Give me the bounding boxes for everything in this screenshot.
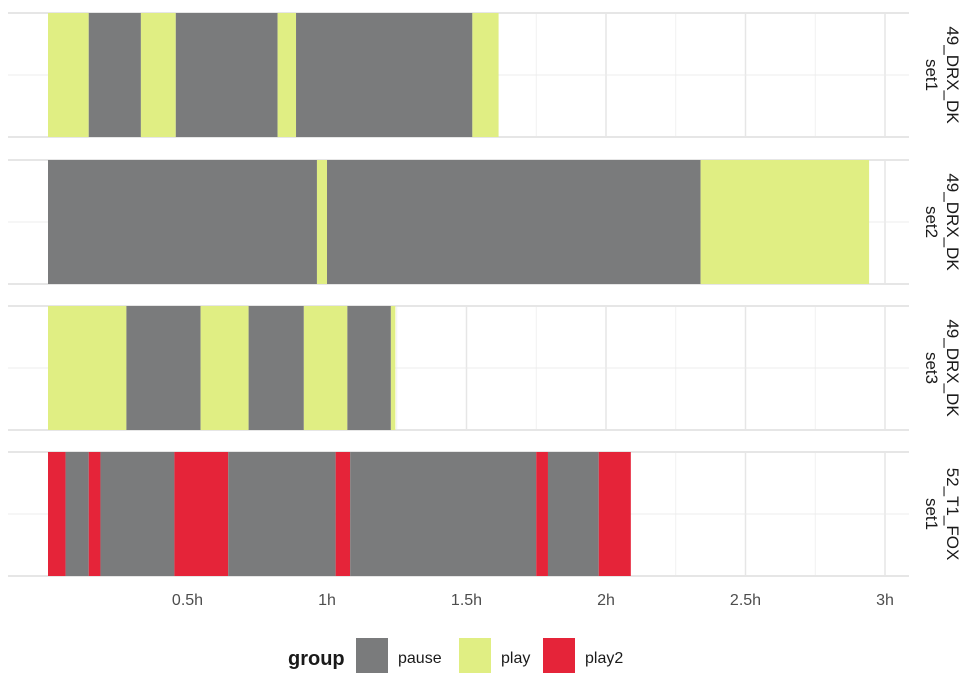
facet-strip-label: 49_DRX_DKset3	[922, 319, 962, 417]
segment-play2	[598, 452, 631, 576]
segment-play2	[536, 452, 548, 576]
legend-swatch-pause	[356, 638, 388, 673]
legend-swatch-play	[459, 638, 491, 673]
segment-pause	[327, 160, 701, 284]
legend-title: group	[288, 648, 345, 670]
segment-pause	[350, 452, 537, 576]
segment-play	[316, 160, 327, 284]
facet-panels: 49_DRX_DKset149_DRX_DKset249_DRX_DKset35…	[8, 12, 962, 577]
segment-pause	[48, 160, 317, 284]
legend-label: play2	[585, 650, 623, 667]
facet-panel: 49_DRX_DKset3	[8, 305, 962, 431]
strip-label-line2: set1	[922, 498, 941, 530]
segment-pause	[547, 452, 599, 576]
segment-play2	[335, 452, 351, 576]
strip-label-line2: set3	[922, 352, 941, 384]
segment-pause	[228, 452, 336, 576]
segment-play2	[48, 452, 66, 576]
x-tick-label: 0.5h	[172, 592, 203, 609]
segment-play2	[88, 452, 101, 576]
strip-label-line1: 52_T1_FOX	[943, 468, 962, 561]
facet-panel: 49_DRX_DKset1	[8, 12, 962, 138]
segment-play	[200, 306, 249, 430]
facet-panel: 52_T1_FOXset1	[8, 451, 962, 577]
facet-panel: 49_DRX_DKset2	[8, 159, 962, 285]
strip-label-line1: 49_DRX_DK	[943, 26, 962, 124]
segment-play	[472, 13, 499, 137]
segment-pause	[126, 306, 201, 430]
segment-play	[277, 13, 297, 137]
segment-pause	[65, 452, 89, 576]
facet-strip-label: 52_T1_FOXset1	[922, 468, 962, 561]
segment-pause	[296, 13, 473, 137]
segment-play	[48, 13, 89, 137]
x-tick-label: 2h	[597, 592, 615, 609]
x-tick-label: 1h	[318, 592, 336, 609]
segment-play2	[174, 452, 229, 576]
legend: group pause play play2	[288, 638, 623, 673]
facet-strip-label: 49_DRX_DKset1	[922, 26, 962, 124]
segment-play	[390, 306, 396, 430]
segment-pause	[347, 306, 391, 430]
legend-item: pause	[356, 638, 442, 673]
strip-label-line2: set1	[922, 59, 941, 91]
strip-label-line1: 49_DRX_DK	[943, 173, 962, 271]
x-axis: 0.5h 1h 1.5h 2h 2.5h 3h	[172, 592, 894, 609]
segment-pause	[175, 13, 278, 137]
segment-pause	[88, 13, 141, 137]
segment-pause	[248, 306, 304, 430]
legend-item: play	[459, 638, 530, 673]
segment-play	[48, 306, 127, 430]
x-tick-label: 1.5h	[451, 592, 482, 609]
strip-label-line1: 49_DRX_DK	[943, 319, 962, 417]
segment-play	[140, 13, 176, 137]
facet-strip-label: 49_DRX_DKset2	[922, 173, 962, 271]
legend-item: play2	[543, 638, 623, 673]
strip-label-line2: set2	[922, 206, 941, 238]
legend-label: pause	[398, 650, 442, 667]
segment-pause	[100, 452, 175, 576]
segment-play	[303, 306, 348, 430]
x-tick-label: 2.5h	[730, 592, 761, 609]
segment-play	[700, 160, 870, 284]
legend-label: play	[501, 650, 530, 667]
legend-swatch-play2	[543, 638, 575, 673]
x-tick-label: 3h	[876, 592, 894, 609]
